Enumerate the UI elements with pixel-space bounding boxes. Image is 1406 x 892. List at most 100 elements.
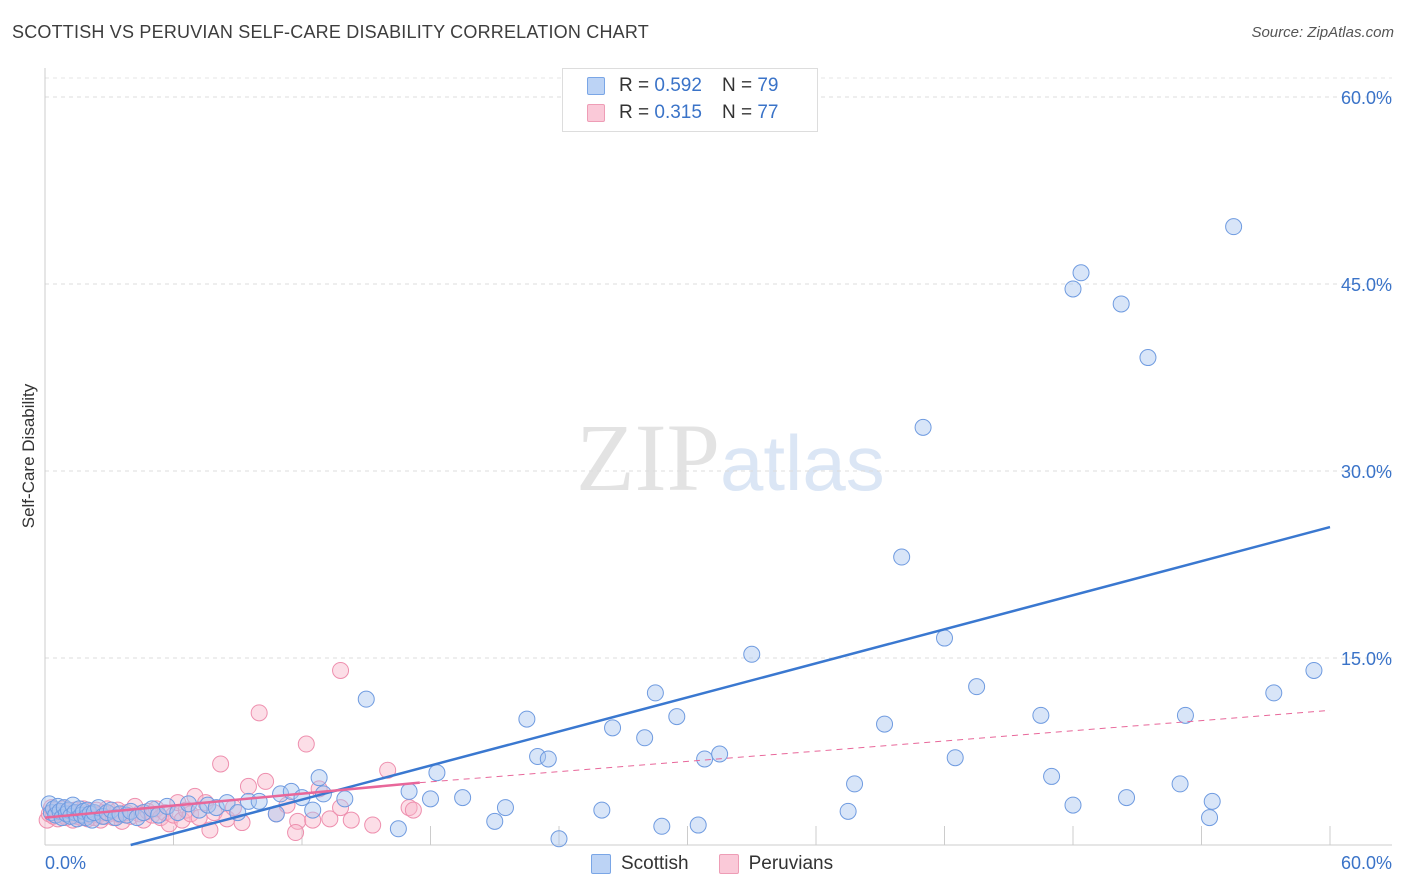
scottish-point bbox=[1032, 706, 1050, 724]
scottish-point bbox=[689, 816, 707, 834]
peruvians-n-value: 77 bbox=[757, 102, 779, 123]
y-tick-label: 15.0% bbox=[1341, 649, 1392, 669]
axis-labels: 15.0% 30.0% 45.0% 60.0% 0.0% 60.0% Self-Care D… bbox=[19, 88, 1392, 873]
scottish-point bbox=[839, 802, 857, 820]
y-tick-label: 30.0% bbox=[1341, 462, 1392, 482]
scottish-points bbox=[40, 218, 1323, 848]
r-label: R = bbox=[619, 75, 650, 96]
peruvians-point bbox=[289, 812, 307, 830]
scottish-point bbox=[207, 799, 225, 817]
scottish-point bbox=[1064, 280, 1082, 298]
scottish-point bbox=[496, 799, 514, 817]
peruvians-point bbox=[239, 777, 257, 795]
scottish-point bbox=[550, 830, 568, 848]
scottish-point bbox=[454, 789, 472, 807]
scottish-point bbox=[604, 719, 622, 737]
n-label: N = bbox=[721, 75, 753, 96]
chart-title: SCOTTISH VS PERUVIAN SELF-CARE DISABILIT… bbox=[12, 22, 649, 42]
series-legend: Scottish Peruvians bbox=[591, 851, 863, 877]
scottish-point bbox=[1203, 792, 1221, 810]
scottish-swatch-icon bbox=[587, 77, 605, 95]
scottish-point bbox=[539, 750, 557, 768]
peruvians-point bbox=[364, 816, 382, 834]
x-tick-label-max: 60.0% bbox=[1341, 853, 1392, 873]
peruvians-point bbox=[212, 755, 230, 773]
scottish-point bbox=[593, 801, 611, 819]
legend-item-peruvians[interactable]: Peruvians bbox=[718, 853, 834, 875]
scottish-legend-icon bbox=[591, 854, 611, 874]
scottish-point bbox=[1072, 264, 1090, 282]
r-label: R = bbox=[619, 102, 650, 123]
peruvians-point bbox=[182, 805, 200, 823]
peruvians-point bbox=[379, 761, 397, 779]
legend-item-scottish[interactable]: Scottish bbox=[591, 853, 689, 875]
peruvians-trend-extension bbox=[419, 709, 1331, 784]
scottish-point bbox=[336, 790, 354, 808]
trend-lines bbox=[44, 525, 1331, 847]
watermark-zip: ZIP bbox=[576, 404, 720, 511]
scottish-legend-label: Scottish bbox=[621, 853, 689, 874]
scottish-point bbox=[428, 764, 446, 782]
peruvians-r-value: 0.315 bbox=[654, 102, 702, 123]
scottish-n-value: 79 bbox=[757, 75, 779, 96]
scottish-point bbox=[1112, 295, 1130, 313]
scottish-point bbox=[250, 792, 268, 810]
scottish-point bbox=[846, 775, 864, 793]
scottish-point bbox=[668, 708, 686, 726]
source-credit: Source: ZipAtlas.com bbox=[1251, 24, 1394, 41]
gridlines bbox=[45, 77, 1392, 659]
scottish-trend-line bbox=[130, 525, 1331, 847]
y-tick-label: 45.0% bbox=[1341, 275, 1392, 295]
scottish-point bbox=[1265, 684, 1283, 702]
y-axis-title: Self-Care Disability bbox=[19, 383, 38, 528]
scottish-point bbox=[357, 690, 375, 708]
peruvians-legend-icon bbox=[718, 854, 739, 874]
peruvians-point bbox=[287, 824, 305, 842]
scottish-point bbox=[914, 418, 932, 436]
scottish-point bbox=[946, 749, 964, 767]
scottish-point bbox=[646, 684, 664, 702]
scottish-point bbox=[1043, 767, 1061, 785]
scottish-point bbox=[1305, 661, 1323, 679]
scottish-point bbox=[876, 715, 894, 733]
legend-row-peruvians: R = 0.315 N = 77 bbox=[587, 101, 778, 125]
stats-legend: R = 0.592 N = 79 R = 0.315 N = 77 bbox=[562, 68, 818, 132]
peruvians-legend-label: Peruvians bbox=[748, 853, 834, 874]
scottish-point bbox=[1176, 706, 1194, 724]
scottish-point bbox=[304, 801, 322, 819]
x-tick-label-min: 0.0% bbox=[45, 853, 86, 873]
scottish-point bbox=[636, 729, 654, 747]
peruvians-swatch-icon bbox=[587, 104, 605, 122]
peruvians-point bbox=[297, 735, 315, 753]
scottish-point bbox=[422, 790, 439, 808]
scottish-r-value: 0.592 bbox=[654, 75, 702, 96]
axes bbox=[44, 68, 1392, 846]
scottish-point bbox=[1171, 775, 1189, 793]
scottish-point bbox=[1225, 218, 1243, 236]
scottish-point bbox=[936, 629, 953, 647]
scottish-point bbox=[310, 769, 328, 787]
legend-row-scottish: R = 0.592 N = 79 bbox=[587, 74, 778, 98]
scottish-point bbox=[400, 782, 418, 800]
peruvians-point bbox=[404, 801, 422, 819]
watermark-atlas: atlas bbox=[720, 419, 885, 507]
scottish-point bbox=[389, 820, 407, 838]
scottish-point bbox=[653, 817, 671, 835]
scottish-point bbox=[529, 747, 547, 765]
scottish-point bbox=[1201, 809, 1219, 827]
scottish-point bbox=[711, 745, 729, 763]
peruvians-point bbox=[257, 772, 275, 790]
scottish-point bbox=[696, 750, 714, 768]
n-label: N = bbox=[721, 102, 753, 123]
scottish-point bbox=[743, 645, 761, 663]
peruvians-trend-line bbox=[44, 781, 420, 819]
y-tick-label: 60.0% bbox=[1341, 88, 1392, 108]
peruvians-point bbox=[321, 810, 339, 828]
peruvians-point bbox=[304, 811, 322, 829]
peruvians-point bbox=[332, 661, 350, 679]
scottish-point bbox=[893, 548, 911, 566]
peruvians-point bbox=[342, 811, 360, 829]
peruvians-point bbox=[250, 704, 268, 722]
peruvians-point bbox=[332, 799, 350, 817]
